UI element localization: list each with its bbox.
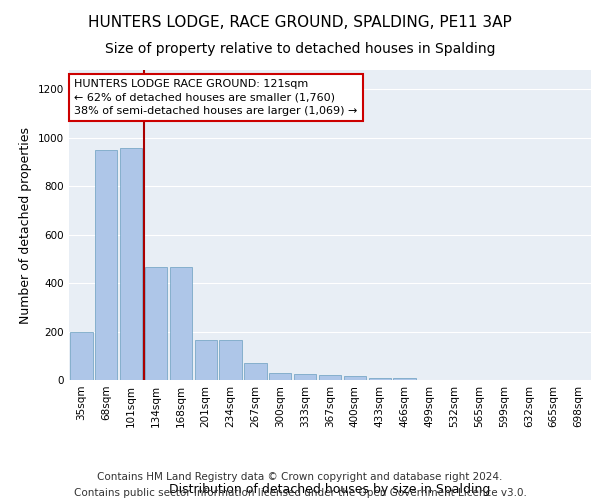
Bar (220, 340, 242, 380)
Bar (70, 332, 92, 380)
Bar (145, 268, 167, 380)
Bar (319, 375, 341, 380)
Bar (244, 363, 266, 380)
Bar (120, 148, 142, 380)
Bar (269, 372, 292, 380)
Bar (95, 150, 118, 380)
Text: Contains HM Land Registry data © Crown copyright and database right 2024.: Contains HM Land Registry data © Crown c… (97, 472, 503, 482)
Bar (170, 268, 192, 380)
Text: Size of property relative to detached houses in Spalding: Size of property relative to detached ho… (105, 42, 495, 56)
Text: HUNTERS LODGE RACE GROUND: 121sqm
← 62% of detached houses are smaller (1,760)
3: HUNTERS LODGE RACE GROUND: 121sqm ← 62% … (74, 80, 358, 116)
Text: Contains public sector information licensed under the Open Government Licence v3: Contains public sector information licen… (74, 488, 526, 498)
Bar (394, 378, 416, 380)
Bar (344, 376, 366, 380)
Y-axis label: Number of detached properties: Number of detached properties (19, 126, 32, 324)
X-axis label: Distribution of detached houses by size in Spalding: Distribution of detached houses by size … (169, 482, 491, 496)
Bar (368, 378, 391, 380)
Bar (294, 374, 316, 380)
Text: HUNTERS LODGE, RACE GROUND, SPALDING, PE11 3AP: HUNTERS LODGE, RACE GROUND, SPALDING, PE… (88, 15, 512, 30)
Bar (194, 340, 217, 380)
